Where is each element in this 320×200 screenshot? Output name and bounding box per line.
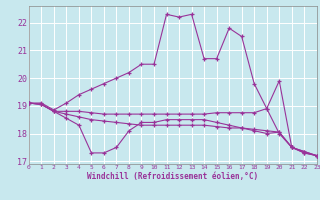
X-axis label: Windchill (Refroidissement éolien,°C): Windchill (Refroidissement éolien,°C) xyxy=(87,172,258,181)
